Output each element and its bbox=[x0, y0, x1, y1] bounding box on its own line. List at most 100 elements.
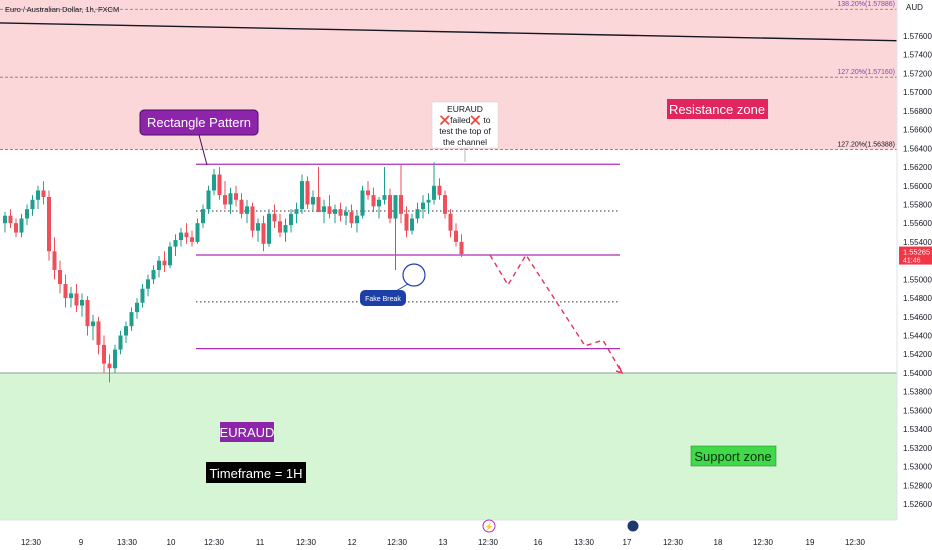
candle-body bbox=[316, 196, 321, 212]
candle-body bbox=[338, 209, 343, 216]
price-tick-label: 1.56400 bbox=[903, 144, 932, 153]
candle-body bbox=[19, 218, 24, 233]
time-tick-label: 13:30 bbox=[574, 538, 595, 547]
support-zone-badge bbox=[690, 445, 777, 467]
candle-body bbox=[272, 213, 277, 222]
fib-level-label: 127.20%(1.56388) bbox=[837, 141, 895, 148]
failed-note-line: ❌failed❌ to bbox=[440, 115, 491, 126]
candle-body bbox=[261, 223, 266, 244]
lightning-glyph: ⚡ bbox=[485, 522, 494, 531]
time-tick-label: 10 bbox=[167, 538, 176, 547]
candle-body bbox=[80, 299, 84, 306]
candle-body bbox=[448, 213, 453, 231]
candle-body bbox=[410, 218, 414, 231]
price-tick-label: 1.53400 bbox=[903, 425, 932, 434]
failed-note-line: EURAUD bbox=[447, 104, 483, 114]
candle-body bbox=[168, 246, 172, 266]
candle-body bbox=[250, 206, 255, 231]
time-tick-label: 19 bbox=[806, 538, 815, 547]
fib-level-label: 127.20%(1.57160) bbox=[837, 69, 895, 76]
time-tick-label: 9 bbox=[79, 538, 84, 547]
time-tick-label: 12:30 bbox=[387, 538, 408, 547]
price-tick-label: 1.54600 bbox=[903, 313, 932, 322]
candle-body bbox=[437, 185, 442, 196]
candle-body bbox=[201, 209, 205, 224]
candle-body bbox=[454, 230, 458, 242]
candle-body bbox=[344, 211, 348, 216]
time-tick-label: 12 bbox=[348, 538, 357, 547]
candle-body bbox=[333, 209, 337, 214]
price-tick-label: 1.57000 bbox=[903, 88, 932, 97]
candle-body bbox=[190, 237, 194, 242]
price-tick-label: 1.54400 bbox=[903, 332, 932, 341]
candle-body bbox=[322, 206, 326, 212]
projection-path[interactable] bbox=[489, 253, 623, 374]
current-price-tag bbox=[899, 246, 932, 265]
candle-body bbox=[195, 223, 200, 242]
candle-body bbox=[63, 284, 68, 299]
time-tick-label: 13:30 bbox=[117, 538, 138, 547]
time-axis bbox=[0, 520, 897, 550]
price-tick-label: 1.56000 bbox=[903, 182, 932, 191]
candle-body bbox=[393, 195, 398, 219]
candle-body bbox=[217, 174, 222, 196]
price-tick-label: 1.55800 bbox=[903, 200, 932, 209]
candle-body bbox=[52, 251, 57, 270]
price-tick-label: 1.57200 bbox=[903, 69, 932, 78]
resistance-zone-label: Resistance zone bbox=[669, 102, 765, 117]
candle-body bbox=[91, 321, 95, 327]
candle-body bbox=[459, 241, 464, 255]
price-tick-label: 1.55000 bbox=[903, 275, 932, 284]
candle-body bbox=[118, 335, 123, 350]
candle-body bbox=[278, 221, 282, 233]
candle-body bbox=[3, 215, 7, 224]
candle-body bbox=[300, 181, 304, 210]
rectangle-pattern-label: Rectangle Pattern bbox=[147, 115, 251, 130]
symbol-title: Euro / Australian Dollar, 1h, FXCM bbox=[5, 5, 119, 14]
price-tick-label: 1.53600 bbox=[903, 406, 932, 415]
event-lightning-icon[interactable] bbox=[482, 519, 496, 533]
candle-body bbox=[349, 211, 354, 224]
candle-body bbox=[30, 199, 35, 210]
candle-body bbox=[283, 225, 288, 233]
candle-body bbox=[223, 195, 227, 205]
price-tick-label: 1.52800 bbox=[903, 481, 932, 490]
candle-body bbox=[443, 195, 447, 214]
price-tick-label: 1.55400 bbox=[903, 238, 932, 247]
time-tick-label: 12:30 bbox=[663, 538, 684, 547]
candle-body bbox=[432, 185, 436, 200]
failed-note-line: test the top of bbox=[439, 126, 491, 136]
candle-body bbox=[239, 199, 244, 214]
candle-body bbox=[415, 209, 420, 219]
candle-body bbox=[74, 293, 79, 306]
price-tick-label: 1.55600 bbox=[903, 219, 932, 228]
candle-body bbox=[366, 190, 370, 196]
trendline[interactable] bbox=[0, 22, 898, 42]
timeframe-label: Timeframe = 1H bbox=[209, 466, 302, 481]
price-tick-label: 1.54800 bbox=[903, 294, 932, 303]
candle-body bbox=[69, 293, 73, 299]
candle-body bbox=[129, 312, 134, 327]
candle-body bbox=[371, 195, 376, 207]
time-tick-label: 18 bbox=[714, 538, 723, 547]
candle-body bbox=[151, 270, 156, 280]
event-flag-icon[interactable] bbox=[626, 519, 640, 533]
time-tick-label: 13 bbox=[439, 538, 448, 547]
candle-body bbox=[234, 193, 238, 200]
candle-body bbox=[311, 196, 315, 205]
price-tick-label: 1.56200 bbox=[903, 163, 932, 172]
candle-body bbox=[360, 190, 365, 216]
candle-body bbox=[294, 209, 299, 214]
candle-body bbox=[162, 260, 167, 266]
candle-body bbox=[157, 260, 161, 270]
price-tick-label: 1.52600 bbox=[903, 500, 932, 509]
candle-body bbox=[102, 344, 106, 364]
candle-body bbox=[355, 215, 359, 224]
bar-countdown: 41:46 bbox=[903, 258, 921, 265]
candle-body bbox=[47, 196, 51, 252]
candle-body bbox=[421, 202, 425, 210]
fake-break-circle bbox=[402, 263, 426, 287]
resistance-zone-badge bbox=[667, 99, 768, 119]
